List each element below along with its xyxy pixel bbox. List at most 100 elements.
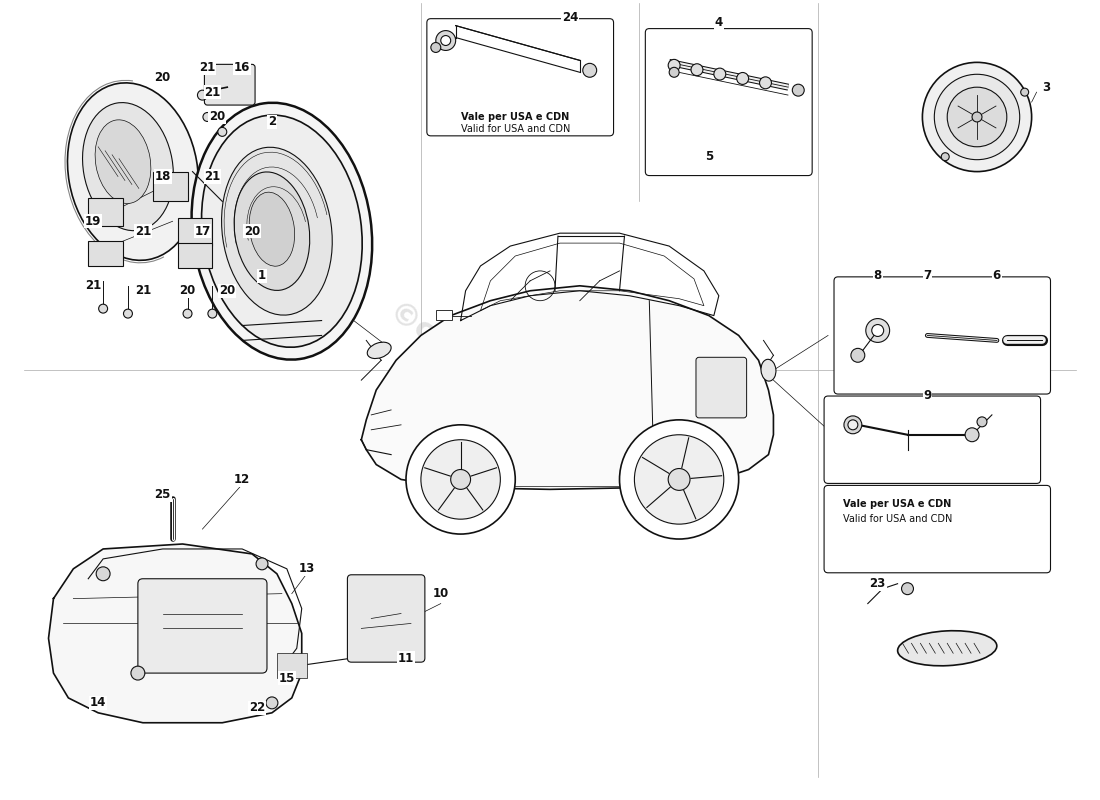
FancyBboxPatch shape [834,277,1050,394]
Circle shape [583,63,596,78]
Text: 18: 18 [154,170,170,183]
Circle shape [1021,88,1028,96]
Text: 21: 21 [205,86,220,98]
Text: 15: 15 [278,671,295,685]
Text: 4: 4 [715,16,723,29]
Ellipse shape [234,172,310,290]
Ellipse shape [250,192,295,266]
Text: ©circuitparts1985: ©circuitparts1985 [383,298,657,502]
Text: Valid for USA and CDN: Valid for USA and CDN [843,514,953,524]
Circle shape [421,440,500,519]
Text: 10: 10 [432,587,449,600]
Circle shape [866,318,890,342]
Text: 23: 23 [870,578,886,590]
Polygon shape [48,544,301,722]
Text: 21: 21 [134,284,151,298]
Ellipse shape [367,342,392,358]
FancyBboxPatch shape [824,486,1050,573]
FancyBboxPatch shape [696,358,747,418]
Circle shape [198,90,208,100]
Text: 25: 25 [154,488,170,501]
Ellipse shape [221,147,332,315]
Circle shape [942,153,949,161]
Circle shape [619,420,739,539]
Circle shape [266,697,278,709]
Text: 2: 2 [268,115,276,129]
Circle shape [668,469,690,490]
FancyBboxPatch shape [824,396,1041,483]
Bar [177,218,212,246]
Text: 11: 11 [398,652,414,665]
Circle shape [436,30,455,50]
Ellipse shape [898,630,997,666]
Circle shape [635,434,724,524]
FancyBboxPatch shape [138,578,267,673]
Text: 5: 5 [705,150,713,163]
Circle shape [972,112,982,122]
Circle shape [871,325,883,337]
Circle shape [792,84,804,96]
Text: 17: 17 [195,225,210,238]
Circle shape [96,567,110,581]
Text: Vale per USA e CDN: Vale per USA e CDN [843,499,952,510]
Circle shape [256,558,268,570]
Text: 9: 9 [923,389,932,402]
Text: 20: 20 [155,70,170,84]
Text: 21: 21 [85,279,101,292]
FancyBboxPatch shape [205,64,255,105]
Circle shape [202,113,212,122]
Bar [436,310,452,319]
Text: 21: 21 [205,170,220,183]
Circle shape [451,470,471,490]
Ellipse shape [82,102,174,230]
Text: 1: 1 [258,270,266,282]
Circle shape [977,417,987,427]
Circle shape [99,304,108,313]
Circle shape [441,35,451,46]
Circle shape [759,77,771,89]
Circle shape [851,348,865,362]
Text: 20: 20 [179,284,196,298]
Text: Valid for USA and CDN: Valid for USA and CDN [461,124,570,134]
Text: 20: 20 [209,110,226,123]
Ellipse shape [67,83,198,260]
Circle shape [848,420,858,430]
Circle shape [218,127,227,136]
Text: 3: 3 [1043,81,1050,94]
Text: 24: 24 [562,11,578,24]
Ellipse shape [761,359,776,381]
Circle shape [934,74,1020,160]
Text: ©circuitparts1985: ©circuitparts1985 [462,306,697,455]
Circle shape [844,416,861,434]
Text: 14: 14 [90,696,107,710]
Circle shape [406,425,515,534]
Text: 22: 22 [249,702,265,714]
Text: 6: 6 [992,270,1001,282]
Bar [88,198,123,226]
Circle shape [947,87,1007,146]
Text: 12: 12 [234,473,251,486]
Circle shape [669,67,679,78]
Bar [177,243,212,268]
Circle shape [923,62,1032,171]
FancyBboxPatch shape [348,574,425,662]
Circle shape [965,428,979,442]
Circle shape [431,42,441,53]
Circle shape [691,64,703,76]
Ellipse shape [95,120,151,203]
Text: 8: 8 [873,270,882,282]
Text: 20: 20 [244,225,261,238]
Text: 21: 21 [199,61,216,74]
Circle shape [183,309,192,318]
Text: 7: 7 [923,270,932,282]
Bar [88,241,123,266]
Circle shape [714,68,726,80]
Circle shape [123,309,132,318]
Circle shape [902,582,913,594]
FancyBboxPatch shape [646,29,812,175]
Text: 13: 13 [298,562,315,575]
Text: 19: 19 [85,214,101,228]
Ellipse shape [201,115,362,347]
Circle shape [737,73,749,85]
Circle shape [208,309,217,318]
